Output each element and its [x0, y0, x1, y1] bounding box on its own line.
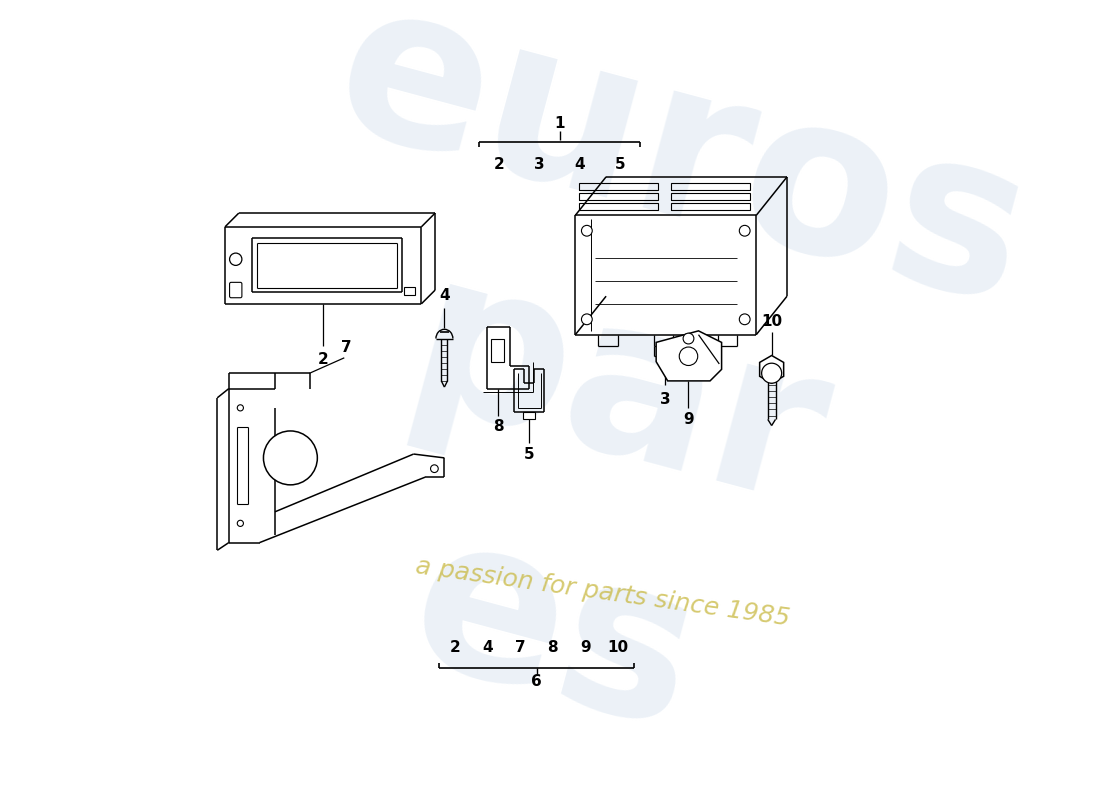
- Text: 10: 10: [607, 640, 628, 654]
- Text: 5: 5: [524, 447, 535, 462]
- Text: 8: 8: [493, 419, 504, 434]
- Circle shape: [739, 314, 750, 325]
- Circle shape: [230, 253, 242, 266]
- Polygon shape: [656, 331, 722, 381]
- Circle shape: [761, 363, 782, 383]
- Text: 3: 3: [660, 393, 671, 407]
- Text: 9: 9: [683, 412, 694, 426]
- Text: 2: 2: [318, 352, 328, 366]
- Text: 7: 7: [341, 341, 352, 355]
- Circle shape: [739, 226, 750, 236]
- Text: 7: 7: [515, 640, 526, 654]
- Circle shape: [582, 314, 592, 325]
- Text: 8: 8: [548, 640, 558, 654]
- FancyBboxPatch shape: [230, 282, 242, 298]
- Text: 2: 2: [450, 640, 461, 654]
- Polygon shape: [760, 355, 783, 383]
- Circle shape: [238, 520, 243, 526]
- Text: 2: 2: [494, 158, 505, 172]
- Circle shape: [430, 465, 438, 473]
- Text: 4: 4: [439, 288, 450, 303]
- Text: 9: 9: [580, 640, 591, 654]
- Text: 4: 4: [574, 158, 585, 172]
- FancyBboxPatch shape: [522, 412, 536, 419]
- Text: 5: 5: [615, 158, 625, 172]
- Text: a passion for parts since 1985: a passion for parts since 1985: [414, 554, 791, 631]
- Text: euros
par
es: euros par es: [186, 0, 1049, 800]
- FancyBboxPatch shape: [405, 287, 415, 294]
- Circle shape: [683, 333, 694, 344]
- Text: 3: 3: [535, 158, 544, 172]
- Circle shape: [680, 347, 697, 366]
- Text: 10: 10: [761, 314, 782, 329]
- Text: 1: 1: [554, 116, 564, 131]
- Circle shape: [238, 405, 243, 411]
- FancyBboxPatch shape: [491, 338, 505, 362]
- Circle shape: [264, 431, 317, 485]
- Text: 6: 6: [531, 674, 542, 689]
- Text: 4: 4: [483, 640, 493, 654]
- Circle shape: [582, 226, 592, 236]
